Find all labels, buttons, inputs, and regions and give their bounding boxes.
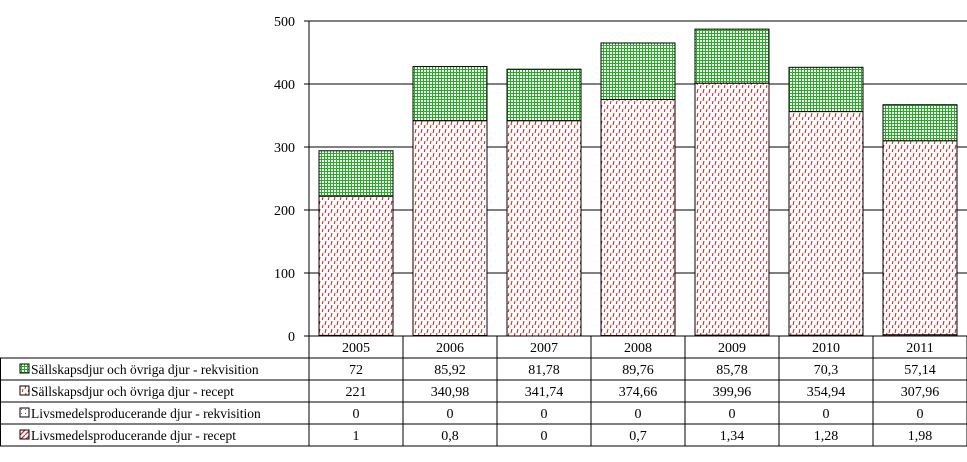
bar-segment	[694, 28, 770, 84]
bars	[318, 28, 958, 337]
data-cell-value: 85,78	[716, 363, 748, 378]
data-cell-value: 0	[729, 407, 736, 422]
data-cell-value: 1,34	[720, 429, 745, 444]
y-tick-label: 400	[274, 78, 295, 93]
y-tick-label: 100	[274, 267, 295, 282]
bar-segment	[506, 120, 582, 337]
bar-segment	[506, 68, 582, 122]
x-category-label: 2008	[624, 341, 652, 356]
legend-swatch	[19, 407, 30, 418]
x-category-label: 2007	[530, 341, 558, 356]
data-cell-value: 0	[541, 429, 548, 444]
legend-series-name: Livsmedelsproducerande djur - rekvisitio…	[31, 406, 261, 421]
data-cell-value: 0,8	[441, 429, 459, 444]
x-category-label: 2009	[718, 341, 746, 356]
data-cell-value: 399,96	[713, 385, 752, 400]
bar-segment	[788, 111, 864, 336]
data-cell-value: 341,74	[525, 385, 564, 400]
data-cell-value: 0	[447, 407, 454, 422]
data-cell-value: 340,98	[431, 385, 470, 400]
data-cell-value: 0,7	[629, 429, 647, 444]
data-cell-value: 307,96	[901, 385, 940, 400]
y-tick-label: 500	[274, 15, 295, 30]
bar-segment	[882, 104, 958, 142]
data-cell-value: 72	[349, 363, 363, 378]
data-cell-value: 221	[346, 385, 367, 400]
bar-segment	[600, 42, 676, 101]
data-cell-value: 85,92	[434, 363, 466, 378]
x-category-label: 2011	[906, 341, 933, 356]
bar-segment	[788, 66, 864, 113]
y-tick-label: 0	[288, 330, 295, 345]
bar-segment	[318, 150, 394, 197]
data-cell-value: 0	[353, 407, 360, 422]
bar-segment	[318, 195, 394, 336]
legend-series-name: Sällskapsdjur och övriga djur - rekvisit…	[31, 362, 259, 377]
data-cell-value: 354,94	[807, 385, 846, 400]
y-tick-label: 300	[274, 141, 295, 156]
bar-segment	[412, 120, 488, 336]
legend-series-name: Livsmedelsproducerande djur - recept	[31, 428, 236, 443]
data-cell-value: 57,14	[904, 363, 936, 378]
x-category-label: 2006	[436, 341, 464, 356]
y-axis: 0 100 200 300 400 500	[274, 15, 310, 345]
data-cell-value: 1	[353, 429, 360, 444]
x-category-label: 2010	[812, 341, 840, 356]
data-cell-value: 374,66	[619, 385, 658, 400]
data-cell-value: 1,98	[908, 429, 933, 444]
legend-series-name: Sällskapsdjur och övriga djur - recept	[31, 384, 234, 399]
data-cell-value: 0	[541, 407, 548, 422]
data-cell-value: 89,76	[622, 363, 654, 378]
data-cell-value: 0	[917, 407, 924, 422]
data-cell-value: 0	[635, 407, 642, 422]
data-cell-value: 0	[823, 407, 830, 422]
legend-swatch	[19, 363, 30, 374]
x-category-label: 2005	[342, 341, 370, 356]
y-tick-label: 200	[274, 204, 295, 219]
legend-swatch	[19, 429, 30, 440]
data-cell-value: 81,78	[528, 363, 560, 378]
bar-segment	[600, 99, 676, 337]
bar-segment	[694, 82, 770, 336]
data-cell-value: 70,3	[814, 363, 839, 378]
bar-segment	[882, 140, 958, 336]
data-table: 2005 2006 2007 2008 2009 2010 2011 Sällskapsdju…	[0, 335, 967, 447]
data-cell-value: 1,28	[814, 429, 839, 444]
bar-segment	[412, 66, 488, 122]
legend-swatch	[19, 385, 30, 396]
